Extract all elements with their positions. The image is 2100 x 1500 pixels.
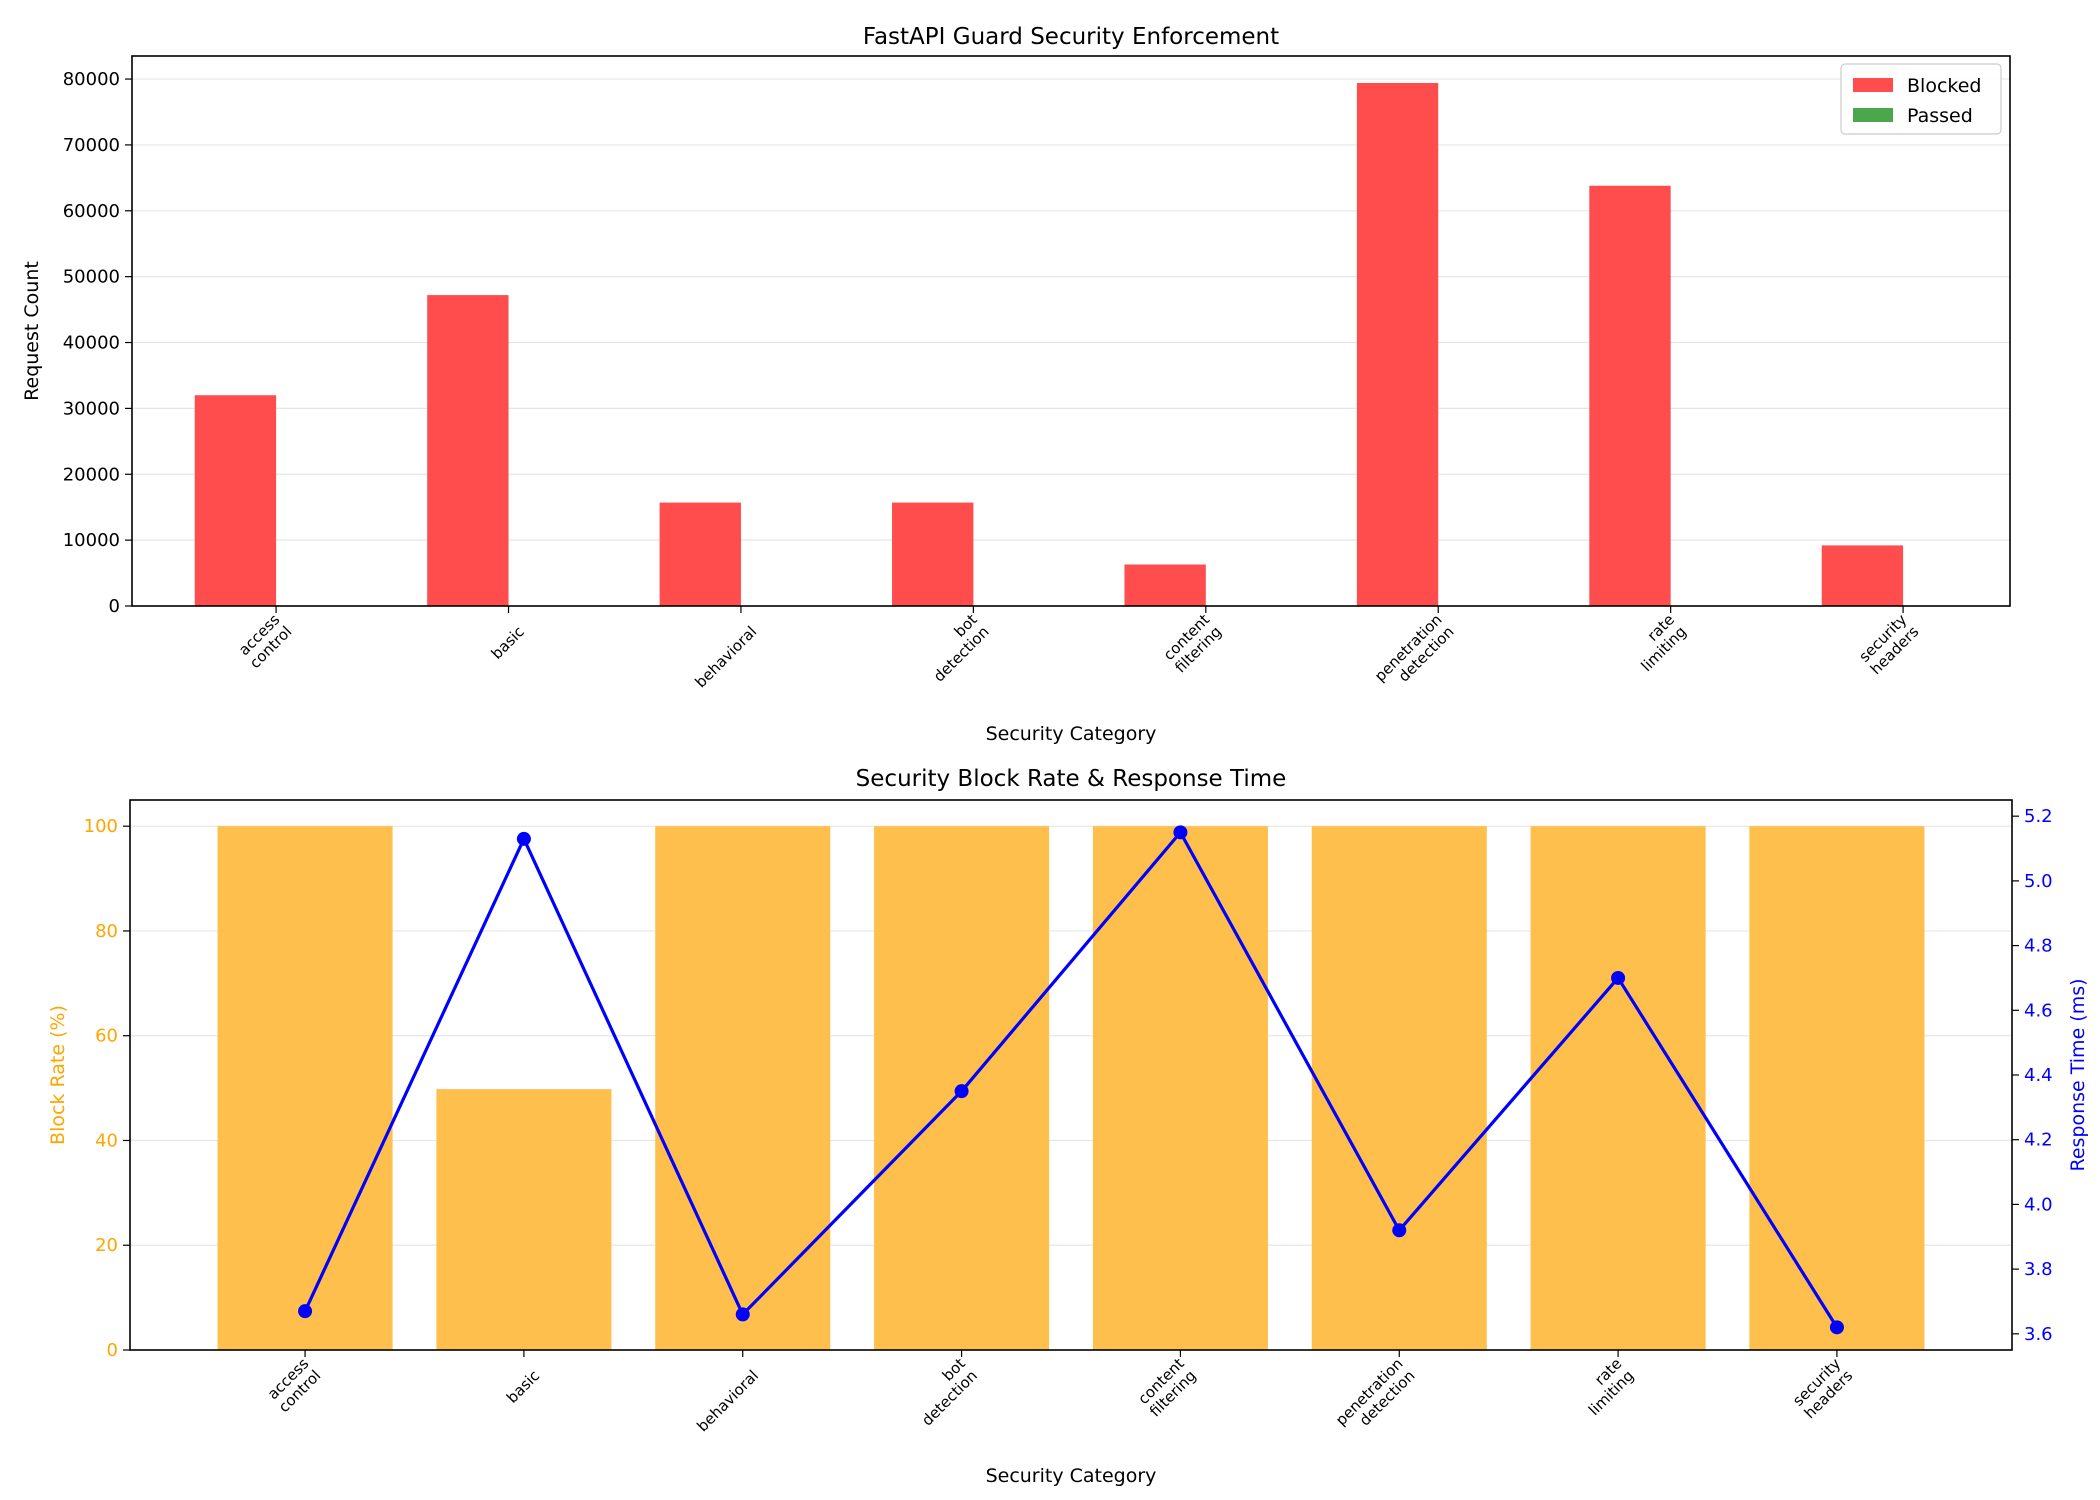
chart1-y-axis-label: Request Count [21, 261, 43, 401]
right-y-tick-label-4.6: 4.6 [2024, 1000, 2053, 1021]
chart2-left-y-ticks: 0 20 40 60 80 100 [84, 816, 130, 1361]
chart1-plot-frame [131, 55, 2011, 607]
response-time-point-access-control [298, 1304, 313, 1319]
response-time-point-security-headers [1829, 1320, 1844, 1335]
response-time-point-rate-limiting [1611, 970, 1626, 985]
legend-label-blocked: Blocked [1907, 75, 1981, 97]
block-rate-bar-security-headers [1749, 826, 1925, 1350]
y-tick-label-20000: 20000 [63, 464, 120, 485]
block-rate-bar-access-control [217, 826, 393, 1350]
right-y-tick-label-4.4: 4.4 [2024, 1065, 2053, 1086]
left-y-tick-label-20: 20 [95, 1235, 118, 1256]
bar-blocked-security-headers [1821, 545, 1904, 606]
chart2-x-axis-label: Security Category [986, 1465, 1157, 1487]
y-tick-label-40000: 40000 [63, 333, 120, 354]
bar-blocked-rate-limiting [1589, 185, 1671, 606]
response-time-point-basic [516, 831, 531, 846]
block-rate-bar-content-filtering [1092, 826, 1268, 1350]
response-time-point-penetration-detection [1392, 1223, 1407, 1238]
left-y-tick-label-40: 40 [95, 1130, 118, 1151]
legend-swatch-blocked [1853, 78, 1893, 92]
chart-request-counts: FastAPI Guard Security Enforcement Secur… [21, 24, 2011, 745]
response-time-line [303, 830, 1839, 1329]
chart2-title: Security Block Rate & Response Time [856, 766, 1287, 792]
left-y-tick-label-100: 100 [84, 816, 118, 837]
right-y-tick-label-4.8: 4.8 [2024, 936, 2053, 957]
block-rate-bar-rate-limiting [1530, 826, 1706, 1350]
chart2-response-time-series [298, 825, 1844, 1335]
bar-blocked-basic [427, 295, 509, 606]
chart-block-rate-response-time: Security Block Rate & Response Time Secu… [47, 766, 2089, 1487]
bar-blocked-content-filtering [1124, 564, 1206, 606]
y-tick-label-70000: 70000 [63, 135, 120, 156]
bar-blocked-bot-detection [892, 502, 974, 606]
y-tick-label-0: 0 [109, 596, 120, 617]
right-y-tick-label-5: 5.0 [2024, 871, 2053, 892]
chart1-legend: Blocked Passed [1840, 63, 2002, 135]
chart2-right-y-ticks: 3.6 3.8 4.0 4.2 4.4 4.6 4.8 5.0 5.2 [2012, 806, 2053, 1345]
right-y-tick-label-5.2: 5.2 [2024, 806, 2053, 827]
left-y-tick-label-80: 80 [95, 921, 118, 942]
chart2-right-y-axis-label: Response Time (ms) [2067, 978, 2089, 1171]
chart1-bars [194, 83, 1904, 607]
chart2-plot-frame [129, 799, 2013, 1351]
right-y-tick-label-4: 4.0 [2024, 1194, 2053, 1215]
left-y-tick-label-60: 60 [95, 1026, 118, 1047]
bar-blocked-access-control [194, 395, 277, 606]
response-time-point-content-filtering [1173, 825, 1188, 840]
chart1-y-ticks: 0 10000 20000 30000 40000 50000 60000 70000 8000… [63, 69, 132, 617]
y-tick-label-30000: 30000 [63, 398, 120, 419]
bar-blocked-behavioral [659, 502, 741, 606]
y-tick-label-60000: 60000 [63, 201, 120, 222]
block-rate-bar-penetration-detection [1311, 826, 1487, 1350]
y-tick-label-10000: 10000 [63, 530, 120, 551]
right-y-tick-label-3.8: 3.8 [2024, 1259, 2053, 1280]
right-y-tick-label-3.6: 3.6 [2024, 1324, 2053, 1345]
chart1-title: FastAPI Guard Security Enforcement [863, 24, 1279, 50]
left-y-tick-label-0: 0 [107, 1340, 118, 1361]
chart2-left-y-axis-label: Block Rate (%) [47, 1005, 69, 1145]
response-time-point-bot-detection [954, 1084, 969, 1099]
right-y-tick-label-4.2: 4.2 [2024, 1130, 2053, 1151]
legend-swatch-passed [1853, 108, 1893, 122]
response-time-point-behavioral [735, 1307, 750, 1322]
bar-blocked-penetration-detection [1356, 83, 1439, 607]
y-tick-label-50000: 50000 [63, 267, 120, 288]
block-rate-bar-basic [436, 1089, 612, 1350]
legend-label-passed: Passed [1907, 105, 1973, 127]
y-tick-label-80000: 80000 [63, 69, 120, 90]
chart1-x-axis-label: Security Category [986, 723, 1157, 745]
block-rate-bar-behavioral [655, 826, 831, 1350]
